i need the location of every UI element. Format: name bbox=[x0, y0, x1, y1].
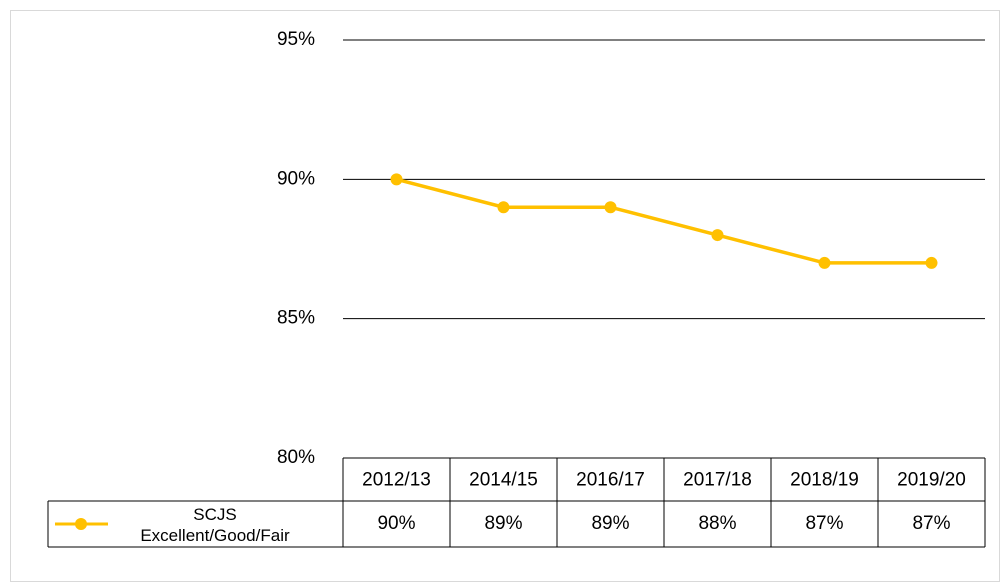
legend-marker bbox=[75, 518, 87, 530]
table-value: 88% bbox=[698, 513, 736, 534]
table-value: 90% bbox=[377, 513, 415, 534]
x-tick-label: 2017/18 bbox=[683, 470, 752, 491]
table-value: 89% bbox=[484, 513, 522, 534]
x-tick-label: 2014/15 bbox=[469, 470, 538, 491]
point bbox=[497, 201, 510, 214]
x-tick-label: 2016/17 bbox=[576, 470, 645, 491]
y-tick-label: 90% bbox=[277, 168, 315, 189]
chart-border bbox=[10, 10, 1000, 582]
point bbox=[925, 256, 938, 269]
y-tick-label: 95% bbox=[277, 29, 315, 50]
table-value: 89% bbox=[591, 513, 629, 534]
point bbox=[818, 256, 831, 269]
table-value: 87% bbox=[805, 513, 843, 534]
point bbox=[604, 201, 617, 214]
series-line bbox=[396, 177, 932, 265]
x-tick-label: 2018/19 bbox=[790, 470, 859, 491]
y-tick-label: 85% bbox=[277, 308, 315, 329]
legend-label-box: SCJS Excellent/Good/Fair bbox=[130, 503, 300, 547]
x-tick-label: 2012/13 bbox=[362, 470, 431, 491]
legend-label: SCJS Excellent/Good/Fair bbox=[140, 505, 290, 545]
table-value: 87% bbox=[912, 513, 950, 534]
point bbox=[390, 173, 403, 186]
y-tick-label: 80% bbox=[277, 447, 315, 468]
point bbox=[711, 229, 724, 242]
x-tick-label: 2019/20 bbox=[897, 470, 966, 491]
